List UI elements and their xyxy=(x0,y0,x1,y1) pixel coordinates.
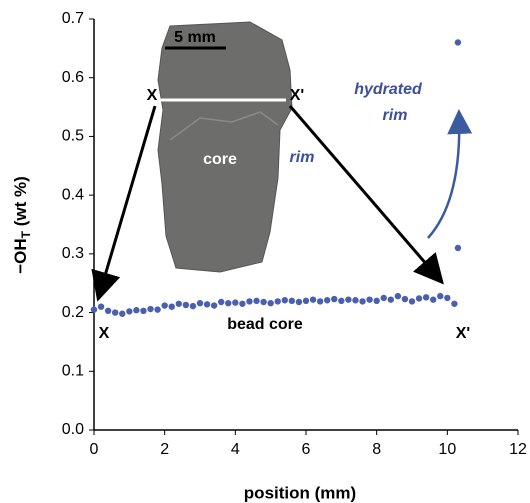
data-point xyxy=(218,298,225,306)
annotation: X' xyxy=(456,325,470,342)
bead-photo xyxy=(157,21,293,273)
data-point xyxy=(147,305,154,313)
data-point xyxy=(373,297,380,305)
data-point xyxy=(196,299,204,307)
data-point xyxy=(104,307,112,315)
data-point xyxy=(140,307,147,315)
data-point xyxy=(189,302,197,310)
y-tick-label: 0.7 xyxy=(62,10,84,27)
data-point xyxy=(451,300,458,307)
data-point xyxy=(437,292,444,300)
data-point xyxy=(97,303,105,310)
x-tick-label: 4 xyxy=(231,441,240,458)
annotation: X xyxy=(99,325,110,342)
arrow xyxy=(91,105,157,302)
x-tick-label: 12 xyxy=(509,441,527,458)
y-title-part: (wt %) xyxy=(11,176,30,231)
data-point xyxy=(309,296,317,303)
photo-crack xyxy=(169,111,279,141)
data-point xyxy=(316,298,324,305)
annotation: hydrated xyxy=(354,81,423,98)
data-point xyxy=(267,299,274,307)
data-point xyxy=(331,295,338,303)
y-title-sub: T xyxy=(19,230,33,238)
y-tick-label: 0.3 xyxy=(62,245,84,262)
data-point xyxy=(295,298,303,306)
data-point xyxy=(239,300,246,307)
data-point xyxy=(203,301,211,308)
annotation: 5 mm xyxy=(174,29,216,46)
y-tick-label: 0.4 xyxy=(62,186,84,203)
data-point xyxy=(394,292,402,300)
data-point xyxy=(444,294,451,302)
x-tick-label: 10 xyxy=(438,441,456,458)
data-point xyxy=(161,302,168,309)
data-point xyxy=(232,299,239,306)
data-point xyxy=(454,39,462,46)
data-point xyxy=(168,303,175,310)
data-point xyxy=(380,294,387,302)
x-tick-label: 8 xyxy=(372,441,381,458)
data-point xyxy=(274,298,281,305)
annotation: core xyxy=(203,151,237,168)
data-point xyxy=(324,297,331,304)
data-point xyxy=(154,306,161,313)
data-point xyxy=(288,297,296,305)
data-point xyxy=(133,307,140,314)
data-point xyxy=(253,297,260,305)
data-point xyxy=(345,296,352,303)
y-tick-label: 0.1 xyxy=(62,363,84,380)
annotation: X' xyxy=(290,87,304,104)
data-point xyxy=(246,298,253,305)
data-point xyxy=(415,295,423,302)
x-tick-label: 6 xyxy=(302,441,311,458)
data-point xyxy=(175,300,182,307)
arrow xyxy=(288,105,444,285)
data-point xyxy=(401,295,409,303)
x-tick-label: 0 xyxy=(90,441,99,458)
data-point xyxy=(454,244,462,252)
annotation: rim xyxy=(290,149,315,166)
data-point xyxy=(112,309,119,316)
data-point xyxy=(210,302,218,309)
data-point xyxy=(281,297,288,304)
annotation: bead core xyxy=(227,316,303,333)
data-point xyxy=(387,296,394,303)
y-title-part: −OH xyxy=(11,238,30,273)
x-axis-title: position (mm) xyxy=(244,483,356,502)
data-point xyxy=(430,296,437,303)
data-point xyxy=(225,299,232,307)
annotation: rim xyxy=(383,107,408,124)
hydration-arrow xyxy=(427,109,473,239)
data-point xyxy=(408,298,416,305)
data-point xyxy=(119,310,126,317)
annotation: X xyxy=(147,87,158,104)
data-point xyxy=(90,306,98,313)
x-tick-label: 2 xyxy=(160,441,169,458)
data-point xyxy=(352,297,359,304)
y-tick-label: 0.5 xyxy=(62,128,84,145)
y-tick-label: 0.6 xyxy=(62,69,84,86)
data-point xyxy=(182,301,190,309)
data-point xyxy=(359,298,366,305)
y-tick-label: 0.2 xyxy=(62,304,84,321)
data-point xyxy=(302,297,310,305)
data-point xyxy=(260,298,267,306)
data-point xyxy=(422,294,430,301)
data-point xyxy=(366,296,373,303)
y-tick-label: 0.0 xyxy=(62,421,84,438)
data-point xyxy=(126,308,133,315)
data-point xyxy=(338,297,345,305)
y-axis-title: −OHT (wt %) xyxy=(11,176,33,274)
